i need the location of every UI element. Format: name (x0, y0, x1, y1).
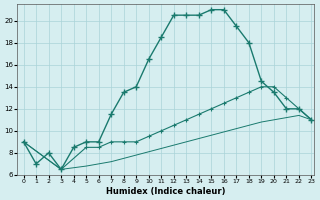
X-axis label: Humidex (Indice chaleur): Humidex (Indice chaleur) (106, 187, 225, 196)
